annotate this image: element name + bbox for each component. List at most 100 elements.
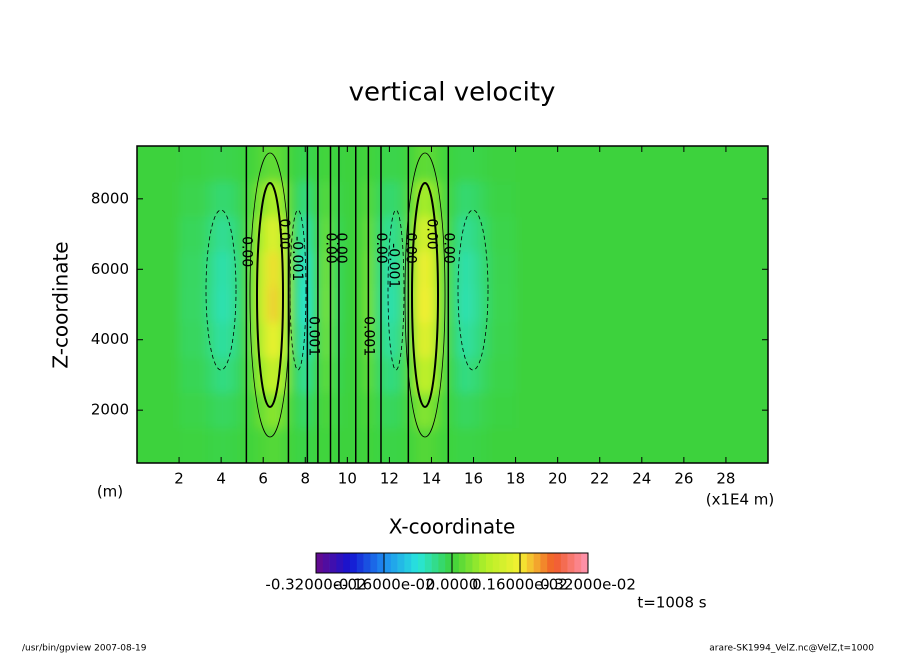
cell — [352, 251, 364, 288]
cell — [236, 146, 248, 182]
cell — [342, 146, 354, 182]
cell — [321, 427, 333, 463]
cell — [289, 427, 301, 463]
cell — [215, 216, 227, 253]
contour-label: 0.00 — [402, 233, 418, 264]
cell — [268, 427, 280, 463]
cell — [257, 392, 269, 429]
cell — [257, 357, 269, 394]
cell — [478, 251, 490, 288]
cell — [457, 427, 469, 463]
cell — [215, 251, 227, 288]
contour — [457, 209, 489, 371]
cell — [468, 322, 480, 358]
cell — [257, 251, 269, 288]
colorbar-swatch — [418, 553, 426, 573]
colorbar-swatch — [322, 553, 330, 573]
cell — [478, 392, 490, 429]
cell — [394, 392, 406, 429]
cell — [394, 146, 406, 182]
cell — [415, 392, 427, 429]
cell — [215, 392, 227, 429]
cell — [289, 392, 301, 429]
cell — [457, 322, 469, 358]
cell — [321, 216, 333, 253]
cell — [405, 357, 417, 394]
cell — [300, 392, 312, 429]
contour — [256, 182, 284, 408]
cell — [436, 216, 448, 253]
x-tick-label: 10 — [338, 470, 357, 488]
cell — [205, 357, 217, 394]
colorbar-swatch — [554, 553, 562, 573]
cell — [310, 181, 322, 217]
cell — [405, 146, 417, 182]
colorbar-swatch — [350, 553, 358, 573]
cell — [226, 286, 238, 323]
x-tick-label: 2 — [174, 470, 184, 488]
cell — [468, 216, 480, 253]
cell — [331, 392, 343, 429]
cell — [289, 357, 301, 394]
contour-ellipses — [205, 152, 489, 438]
cell — [478, 427, 490, 463]
x-tick-label: 20 — [548, 470, 567, 488]
cell — [426, 392, 438, 429]
cell — [394, 216, 406, 253]
cell — [394, 181, 406, 217]
cell — [384, 392, 396, 429]
cell — [373, 181, 385, 217]
cell — [457, 357, 469, 394]
contour-label: 0.00 — [238, 236, 254, 267]
cell — [236, 251, 248, 288]
contour-label: 0.00 — [440, 233, 456, 264]
cell — [247, 146, 259, 182]
x-tick-label: 8 — [300, 470, 310, 488]
cell — [268, 251, 280, 288]
contour-label: 0.001 — [360, 316, 376, 356]
colorbar-swatch — [560, 553, 568, 573]
cell — [415, 181, 427, 217]
cell — [137, 181, 180, 217]
cell — [489, 216, 517, 253]
colorbar-swatch — [397, 553, 405, 573]
cell — [226, 427, 238, 463]
cell — [415, 251, 427, 288]
cell — [179, 251, 206, 288]
colorbar-swatch — [424, 553, 432, 573]
colorbar-swatch — [316, 553, 324, 573]
cell — [226, 216, 238, 253]
cell — [447, 216, 459, 253]
colorbar-swatch — [526, 553, 534, 573]
time-label: t=1008 s — [637, 594, 706, 612]
cell — [436, 251, 448, 288]
cell — [331, 322, 343, 358]
cell — [310, 251, 322, 288]
cell — [268, 181, 280, 217]
x-tick-label: 16 — [464, 470, 483, 488]
cell — [310, 357, 322, 394]
cell — [137, 216, 180, 253]
cell — [300, 146, 312, 182]
colorbar-swatch — [363, 553, 371, 573]
cell — [405, 427, 417, 463]
x-axis-label: X-coordinate — [389, 515, 516, 539]
cell — [447, 357, 459, 394]
cell — [236, 181, 248, 217]
cell — [447, 392, 459, 429]
cell — [489, 392, 517, 429]
cell — [415, 322, 427, 358]
cell — [247, 251, 259, 288]
cell — [384, 146, 396, 182]
cell — [257, 322, 269, 358]
contour-label: 0.001 — [306, 316, 322, 356]
cell — [415, 357, 427, 394]
colorbar-swatch — [377, 553, 385, 573]
cell — [278, 146, 290, 182]
cell — [321, 392, 333, 429]
cell — [257, 427, 269, 463]
cell — [405, 392, 417, 429]
cell — [321, 181, 333, 217]
colorbar-tick-label: 0.16000e-02 — [472, 576, 568, 594]
cell — [278, 286, 290, 323]
